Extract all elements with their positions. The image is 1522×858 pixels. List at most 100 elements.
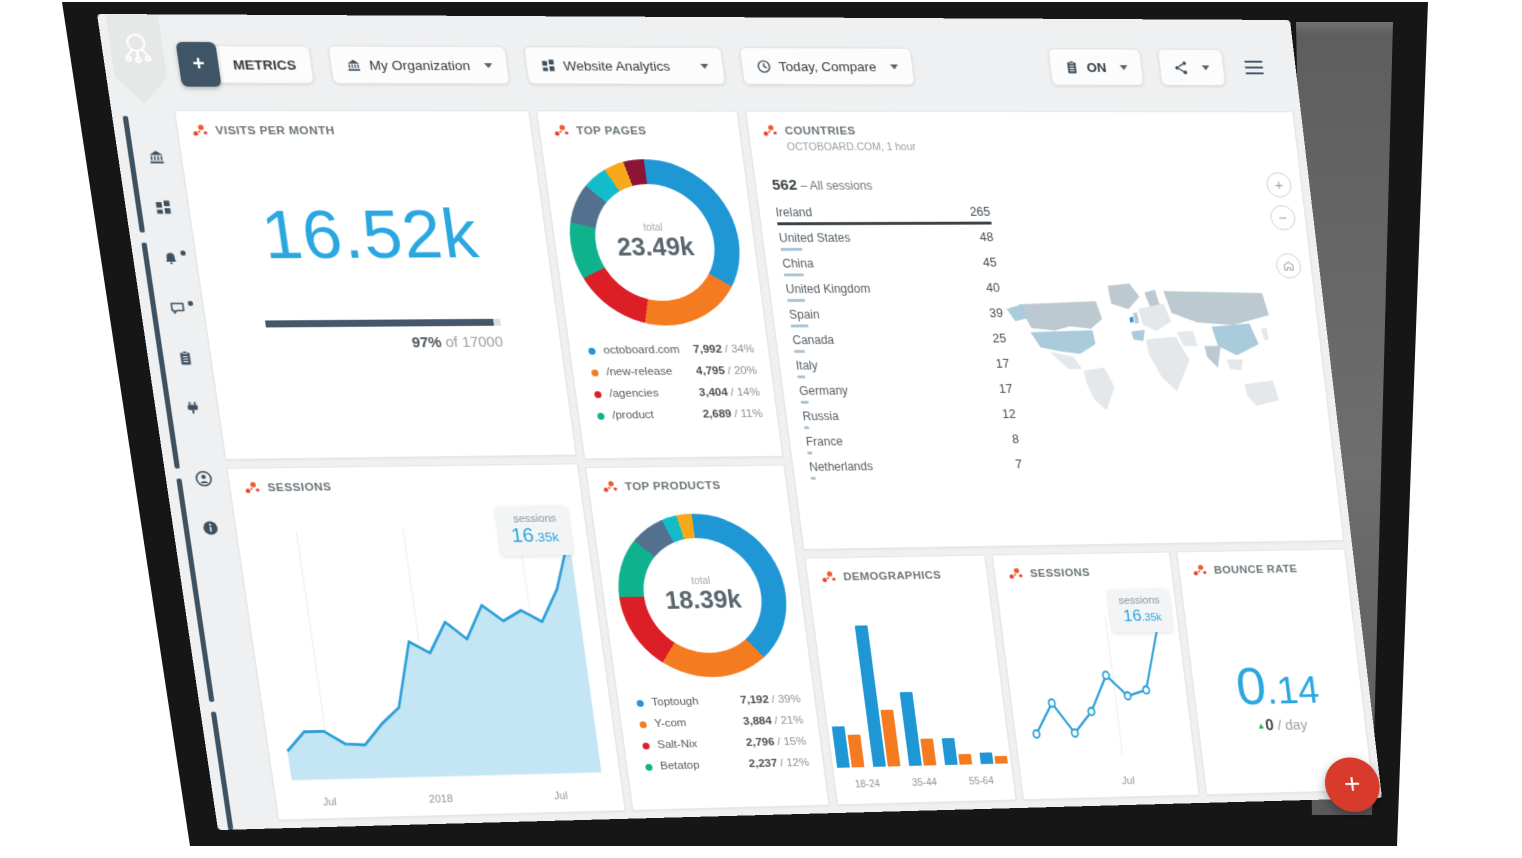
widget-top-products: TOP PRODUCTS total 18.39k Toptough 7,192/… [585, 465, 829, 811]
metrics-button[interactable]: + METRICS [177, 45, 314, 84]
share-dropdown[interactable] [1157, 49, 1226, 86]
octoboard-mark-icon [553, 124, 569, 137]
country-row[interactable]: Ireland 265 [775, 205, 992, 225]
widget-title: SESSIONS [1029, 567, 1090, 580]
sidebar-reports-icon[interactable] [176, 350, 197, 368]
country-bar [811, 477, 816, 480]
sessions-tooltip: sessions 16.35k [1108, 589, 1173, 633]
clock-icon [755, 59, 772, 74]
country-row[interactable]: United Kingdom 40 [785, 281, 1001, 302]
country-row[interactable]: Russia 12 [802, 407, 1018, 429]
caret-down-icon [1201, 65, 1209, 70]
top-products-legend: Toptough 7,192/ 39% Y-com 3,884/ 21% Salt-Ni… [635, 689, 810, 778]
country-row[interactable]: Canada 25 [792, 332, 1008, 353]
octoboard-mark-icon [602, 481, 618, 494]
organization-label: My Organization [368, 57, 471, 72]
widget-title: TOP PRODUCTS [624, 480, 721, 493]
clipboard-icon [1063, 60, 1079, 75]
visits-progress-bar [264, 319, 500, 328]
bounce-rate-delta: ▲0 / day [1198, 716, 1366, 737]
map-zoom-in-button[interactable]: + [1265, 172, 1293, 197]
octoboard-mark-icon [192, 124, 209, 137]
map-home-button[interactable] [1275, 253, 1303, 278]
country-row[interactable]: Italy 17 [795, 357, 1011, 378]
menu-icon[interactable] [1240, 57, 1268, 79]
badge-dot [187, 301, 193, 306]
autorefresh-toggle[interactable]: ON [1047, 48, 1144, 85]
x-axis-labels: Jul 2018 Jul [286, 789, 613, 811]
sidebar-info-icon[interactable] [201, 520, 222, 538]
country-bar [780, 248, 802, 251]
dashboard-dropdown[interactable]: Website Analytics [523, 46, 725, 85]
sidebar-alerts-icon[interactable] [161, 250, 182, 268]
caret-down-icon [890, 64, 899, 69]
visits-value: 16.52k [188, 195, 551, 274]
bar [941, 738, 957, 765]
bar [920, 739, 936, 766]
dashboard-grid: VISITS PER MONTH 16.52k 97% of 17000 TOP… [174, 110, 1374, 821]
metrics-label: METRICS [232, 57, 297, 72]
caret-down-icon [1120, 65, 1128, 70]
autorefresh-label: ON [1086, 60, 1107, 75]
add-metric-icon[interactable]: + [176, 42, 222, 87]
sidebar-dashboards-icon[interactable] [154, 199, 175, 217]
country-row[interactable]: Spain 39 [788, 306, 1004, 327]
sidebar-messages-icon[interactable] [169, 300, 190, 318]
bar [899, 692, 921, 766]
bar [958, 754, 972, 765]
donut-total-value: 23.49k [615, 233, 695, 262]
octopus-icon [117, 27, 157, 74]
octoboard-mark-icon [1192, 564, 1207, 577]
country-row[interactable]: China 45 [782, 256, 999, 277]
widget-title: DEMOGRAPHICS [843, 569, 942, 582]
bar [847, 735, 864, 768]
widget-sessions-line: SESSIONS sessions 16.35k Jul [992, 552, 1200, 801]
daterange-dropdown[interactable]: Today, Compare [739, 47, 915, 85]
sidebar-integrations-icon[interactable] [183, 400, 204, 418]
donut-total-value: 18.39k [664, 586, 744, 616]
legend-dot [594, 391, 602, 398]
demographics-bars [828, 623, 997, 767]
caret-down-icon [484, 63, 493, 68]
legend-row: Betatop 2,237/ 12% [644, 752, 810, 777]
country-bar [794, 350, 805, 353]
country-row[interactable]: France 8 [805, 432, 1020, 454]
map-zoom-out-button[interactable]: − [1269, 205, 1297, 230]
legend-row: /new-release 4,795/ 20% [590, 360, 759, 383]
dashboard-label: Website Analytics [562, 58, 670, 73]
x-axis-labels: 18-24 35-44 55-64 [854, 776, 994, 790]
octoboard-mark-icon [762, 125, 778, 138]
caret-down-icon [700, 63, 709, 68]
legend-dot [642, 742, 650, 749]
octoboard-mark-icon [821, 571, 836, 584]
device-mockup: + METRICS My Organization Website Analyt… [0, 0, 1522, 858]
bar [994, 756, 1007, 764]
world-map-svg [986, 178, 1304, 532]
visits-progress-text: 97% of 17000 [267, 335, 504, 353]
sessions-tooltip: sessions 16.35k [495, 506, 573, 556]
organization-dropdown[interactable]: My Organization [327, 46, 510, 85]
bar [831, 726, 849, 768]
sidebar-organization-icon[interactable] [146, 148, 167, 166]
countries-subtitle: OCTOBOARD.COM, 1 hour [786, 141, 1297, 153]
country-row[interactable]: Netherlands 7 [808, 458, 1023, 480]
widget-title: COUNTRIES [784, 125, 856, 137]
donut-total-label: total [691, 576, 711, 587]
legend-dot [639, 721, 647, 728]
widget-title: TOP PAGES [576, 125, 648, 137]
legend-dot [597, 412, 605, 419]
legend-dot [591, 369, 599, 376]
country-bar [797, 375, 805, 378]
world-map: + − [985, 172, 1332, 537]
country-bar [807, 452, 812, 455]
legend-dot [588, 347, 596, 354]
badge-dot [180, 251, 186, 256]
country-row[interactable]: United States 48 [778, 230, 995, 250]
octoboard-mark-icon [1008, 568, 1023, 581]
top-products-donut: total 18.39k [608, 512, 797, 678]
sidebar-account-icon[interactable] [194, 470, 215, 488]
widget-demographics: DEMOGRAPHICS 18-24 35-44 55-64 [804, 555, 1016, 806]
countries-summary: 562 – All sessions [771, 177, 988, 194]
country-row[interactable]: Germany 17 [798, 382, 1014, 404]
topbar: + METRICS My Organization Website Analyt… [176, 41, 1269, 90]
